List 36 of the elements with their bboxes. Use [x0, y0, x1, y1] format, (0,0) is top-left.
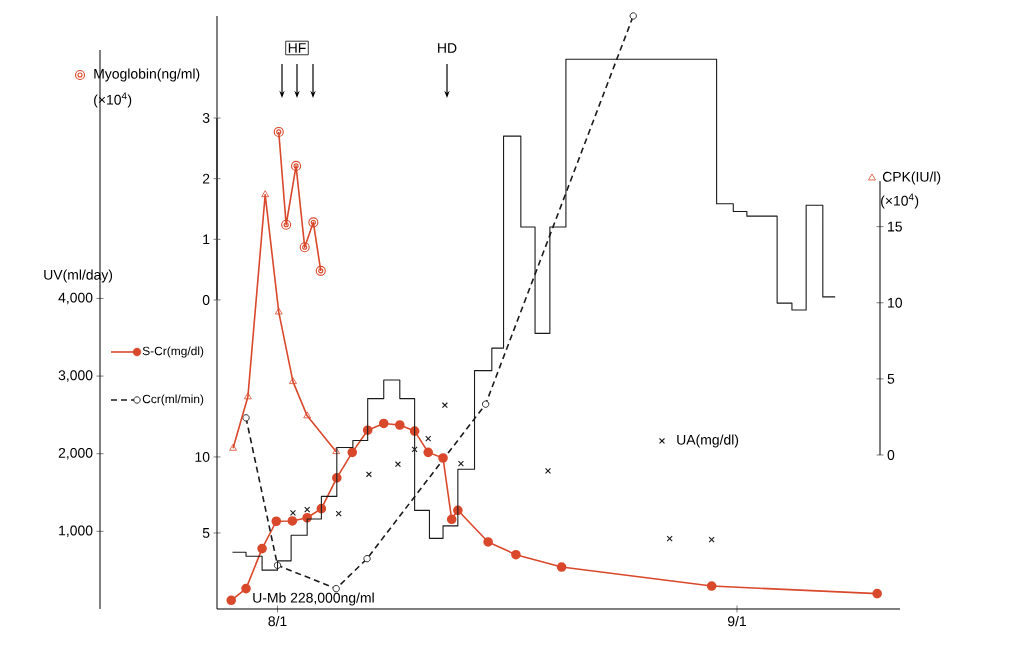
y3-tick-label: 2	[202, 173, 210, 184]
point	[315, 265, 326, 276]
point	[273, 126, 284, 137]
point	[291, 160, 302, 171]
y2-tick-label: 10	[888, 297, 903, 308]
y-tick-label: 3,000	[58, 370, 93, 382]
x-tick-label: 9/1	[727, 616, 746, 627]
point	[274, 307, 283, 315]
point	[303, 411, 312, 419]
point	[244, 392, 252, 400]
y2-tick-label: 5	[887, 374, 895, 384]
point	[281, 219, 292, 230]
x-tick-label: 8/1	[268, 616, 287, 627]
y2-axis-title: (×10$^{4}$)	[881, 193, 919, 209]
y3-axis-title: (×10$^{4}$)	[94, 92, 132, 108]
y-tick-label: 2,000	[58, 447, 93, 460]
y3-tick-label: 1	[203, 234, 210, 245]
y-tick-label: 1,000	[59, 525, 93, 538]
point	[308, 217, 319, 228]
legend-label: S-Cr(mg/dl)	[142, 346, 204, 358]
legend-label: Myoglobin(ng/ml)	[94, 68, 200, 82]
y-tick-label: 4,000	[58, 292, 93, 305]
y2-tick-label: 0	[887, 450, 895, 460]
y2-tick-label: 15	[888, 221, 902, 232]
legend-label: CPK(IU/l)	[882, 171, 941, 185]
y3-tick-label: 0	[202, 295, 210, 305]
annotation: HF	[288, 43, 306, 53]
legend-label: UA(mg/dl)	[677, 434, 739, 448]
legend-label: Ccr(ml/min)	[142, 394, 204, 406]
annotation: U-Mb 228,000ng/ml	[253, 592, 374, 606]
point	[289, 377, 297, 385]
y-axis-title: UV(ml/day)	[44, 269, 113, 283]
y3-tick-label: 3	[202, 113, 210, 123]
annotation: HD	[438, 43, 457, 53]
point	[299, 242, 310, 253]
point	[229, 443, 237, 451]
